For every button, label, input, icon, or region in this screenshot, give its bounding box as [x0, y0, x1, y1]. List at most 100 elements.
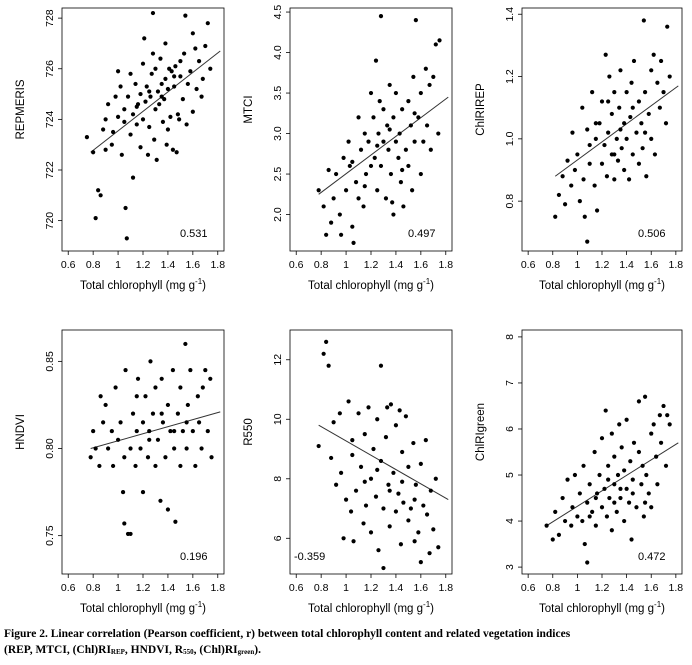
data-point [195, 394, 200, 399]
data-point [98, 193, 103, 198]
data-point [418, 171, 423, 177]
y-tick-label: 3.5 [272, 86, 284, 101]
data-point [160, 420, 166, 425]
data-point [334, 482, 339, 487]
data-point [577, 491, 582, 496]
x-tick-label: 1.6 [186, 259, 201, 271]
data-point [326, 167, 331, 173]
plot-frame [521, 329, 683, 575]
data-point [334, 171, 339, 177]
data-point [168, 428, 173, 434]
data-point [587, 482, 592, 487]
data-point [138, 91, 143, 97]
data-point [572, 472, 578, 478]
data-point [641, 18, 646, 23]
data-point [581, 177, 586, 182]
data-point [199, 94, 204, 99]
x-tick-label: 1 [343, 582, 349, 594]
data-point [381, 565, 386, 571]
data-point [393, 139, 399, 144]
data-point [356, 115, 361, 120]
x-tick-label: 1 [115, 582, 121, 594]
x-tick-label: 1.8 [438, 582, 453, 594]
data-point [594, 208, 600, 213]
data-point [416, 115, 421, 120]
data-point [411, 74, 416, 79]
data-point [338, 470, 344, 475]
data-point [386, 147, 391, 152]
data-point [183, 13, 188, 18]
data-point [118, 84, 123, 89]
data-point [618, 495, 623, 501]
data-point [362, 184, 367, 189]
data-point [560, 174, 565, 179]
data-point [133, 81, 138, 87]
data-point [147, 428, 152, 434]
data-point [88, 455, 93, 460]
data-point [362, 479, 367, 484]
data-point [101, 127, 106, 132]
data-point [599, 505, 605, 510]
x-axis-label: Total chlorophyll (mg g-1) [308, 277, 434, 292]
data-point [158, 498, 163, 503]
data-point [324, 232, 329, 237]
x-tick-label: 0.6 [521, 259, 536, 271]
y-tick-label: 0.85 [44, 351, 56, 372]
x-tick-label: 1.4 [161, 582, 176, 594]
trend-line [318, 424, 449, 501]
data-point [113, 94, 118, 99]
data-point [145, 455, 151, 460]
data-point [614, 136, 619, 141]
data-point [200, 76, 205, 81]
data-point [143, 394, 148, 399]
data-point [172, 84, 177, 89]
data-point [400, 107, 405, 112]
data-point [381, 506, 386, 511]
data-point [153, 463, 158, 469]
data-point [585, 127, 590, 132]
data-point [97, 463, 102, 469]
data-point [329, 220, 334, 225]
data-point [628, 114, 633, 120]
x-tick-label: 1.8 [210, 582, 225, 594]
data-point [96, 188, 101, 193]
data-point [172, 428, 177, 434]
data-point [603, 408, 608, 413]
data-point [205, 21, 210, 26]
data-point [657, 105, 662, 110]
data-point [115, 69, 121, 74]
data-point [593, 121, 598, 126]
data-point [423, 66, 428, 71]
y-tick-label: 2.5 [272, 167, 284, 182]
data-point [168, 114, 173, 119]
data-point [609, 111, 614, 117]
data-point [164, 142, 169, 147]
data-point [599, 99, 605, 104]
y-axis-label: R550 [243, 418, 255, 446]
x-tick-label: 0.8 [545, 259, 560, 271]
x-tick-label: 1.6 [414, 259, 429, 271]
data-point [103, 117, 108, 122]
x-axis-label: Total chlorophyll (mg g-1) [308, 600, 434, 615]
data-point [184, 122, 189, 127]
data-point [630, 105, 635, 110]
data-point [375, 188, 380, 193]
data-point [196, 420, 202, 425]
data-point [341, 536, 346, 541]
data-point [428, 488, 433, 493]
data-point [196, 59, 202, 64]
y-axis-label: ChlRIgreen [475, 403, 487, 461]
data-point [612, 177, 617, 182]
data-point [406, 99, 411, 104]
data-point [642, 90, 648, 95]
data-point [433, 42, 438, 47]
data-point [431, 527, 436, 532]
data-point [173, 64, 178, 69]
data-point [577, 199, 582, 204]
data-point [84, 134, 90, 140]
data-point [385, 405, 390, 410]
data-point [125, 94, 131, 99]
trend-line [318, 96, 449, 195]
data-point [193, 46, 198, 51]
data-point [569, 183, 574, 188]
